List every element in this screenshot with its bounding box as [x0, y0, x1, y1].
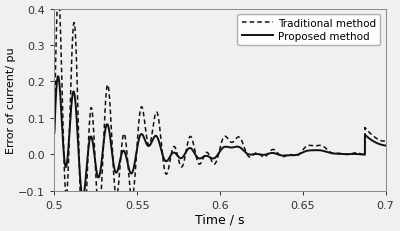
Proposed method [293, 154, 298, 157]
Traditional method [52, 130, 57, 133]
Traditional method [210, 160, 214, 163]
Traditional method [194, 156, 199, 159]
Line: Traditional method: Traditional method [54, 0, 386, 231]
Line: Proposed method: Proposed method [54, 77, 386, 197]
Proposed method [52, 132, 57, 135]
X-axis label: Time / s: Time / s [195, 213, 245, 225]
Y-axis label: Error of current/ pu: Error of current/ pu [6, 47, 16, 153]
Proposed method [80, 196, 85, 198]
Traditional method [293, 155, 298, 158]
Traditional method [357, 152, 362, 155]
Proposed method [194, 155, 199, 158]
Proposed method [373, 141, 378, 144]
Legend: Traditional method, Proposed method: Traditional method, Proposed method [238, 15, 380, 46]
Traditional method [383, 140, 388, 143]
Traditional method [373, 137, 378, 140]
Traditional method [191, 144, 196, 147]
Proposed method [357, 153, 362, 156]
Proposed method [191, 151, 196, 154]
Proposed method [56, 76, 60, 78]
Proposed method [210, 157, 214, 160]
Proposed method [383, 145, 388, 147]
